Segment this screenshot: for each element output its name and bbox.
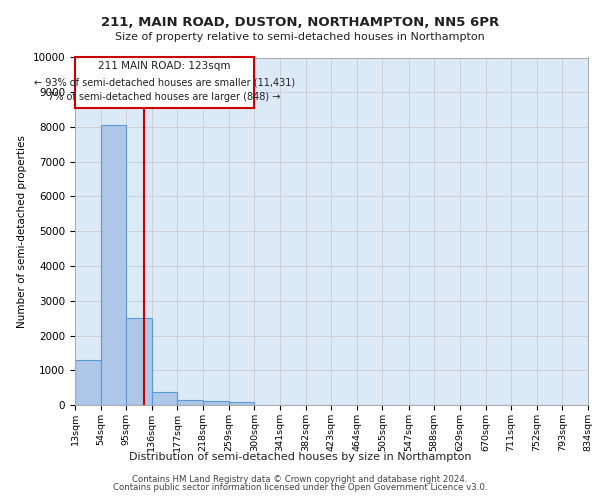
Text: 211 MAIN ROAD: 123sqm: 211 MAIN ROAD: 123sqm: [98, 61, 231, 71]
Bar: [152, 392, 178, 405]
Bar: [178, 400, 203, 405]
Text: Distribution of semi-detached houses by size in Northampton: Distribution of semi-detached houses by …: [129, 452, 471, 462]
Bar: [75, 360, 101, 405]
Bar: [101, 126, 126, 405]
FancyBboxPatch shape: [75, 58, 254, 108]
Text: Contains public sector information licensed under the Open Government Licence v3: Contains public sector information licen…: [113, 484, 487, 492]
Text: Contains HM Land Registry data © Crown copyright and database right 2024.: Contains HM Land Registry data © Crown c…: [132, 474, 468, 484]
Text: 211, MAIN ROAD, DUSTON, NORTHAMPTON, NN5 6PR: 211, MAIN ROAD, DUSTON, NORTHAMPTON, NN5…: [101, 16, 499, 29]
Text: 7% of semi-detached houses are larger (848) →: 7% of semi-detached houses are larger (8…: [49, 92, 281, 102]
Text: ← 93% of semi-detached houses are smaller (11,431): ← 93% of semi-detached houses are smalle…: [34, 78, 295, 88]
Bar: [126, 318, 152, 405]
Bar: [229, 402, 254, 405]
Text: Size of property relative to semi-detached houses in Northampton: Size of property relative to semi-detach…: [115, 32, 485, 42]
Bar: [203, 401, 229, 405]
Y-axis label: Number of semi-detached properties: Number of semi-detached properties: [17, 135, 27, 328]
